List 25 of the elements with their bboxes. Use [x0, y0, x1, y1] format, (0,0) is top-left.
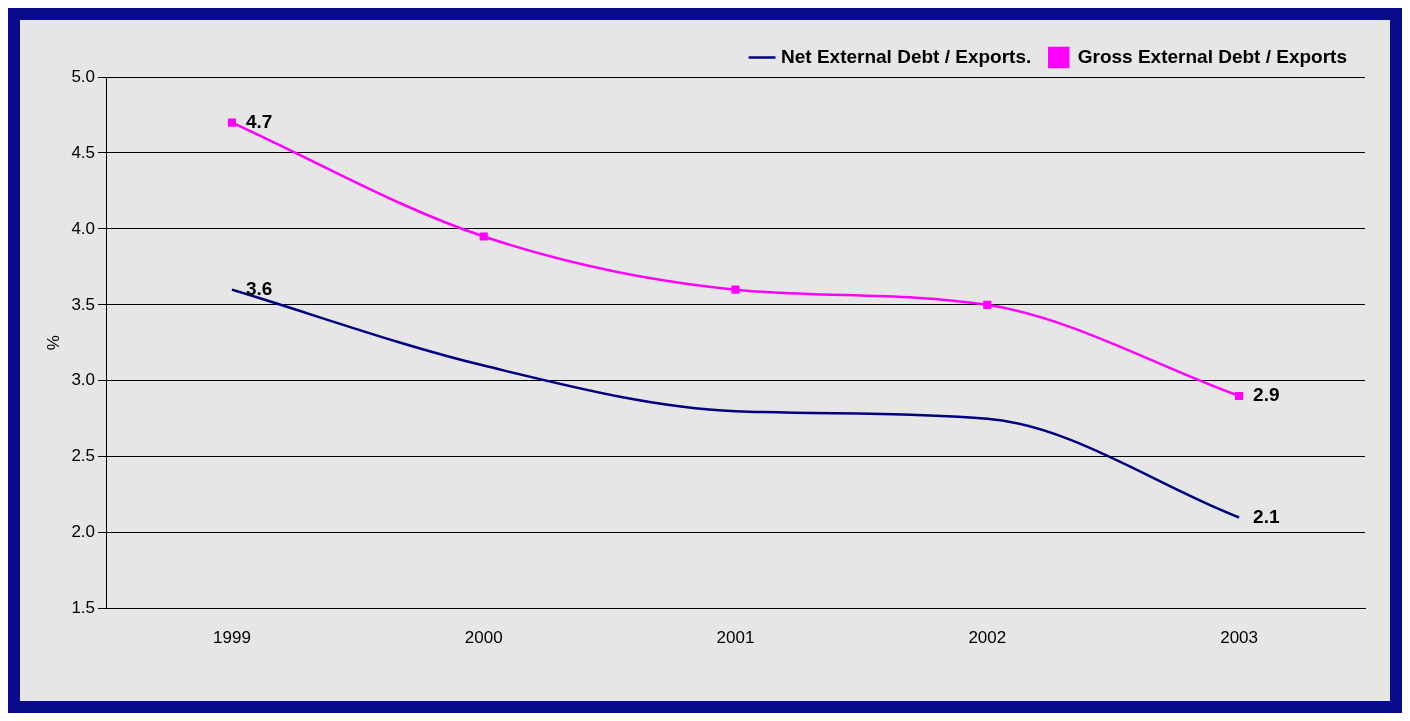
data-label: 2.1	[1253, 505, 1280, 527]
data-label: 3.6	[245, 277, 273, 299]
y-axis-title: %	[43, 335, 63, 351]
point	[1235, 391, 1244, 401]
x-tick-label: 2003	[1220, 628, 1259, 648]
x-tick-label: 2001	[716, 628, 755, 648]
point	[227, 118, 237, 127]
data-label: 4.7	[245, 110, 273, 132]
y-tick-label: 2.5	[71, 446, 96, 466]
y-tick-label: 1.5	[71, 598, 96, 618]
point	[731, 285, 740, 294]
point	[479, 232, 488, 241]
point	[983, 300, 992, 309]
y-tick-label: 5.0	[71, 66, 96, 86]
y-tick-label: 2.0	[71, 522, 96, 542]
legend-label: Gross External Debt / Exports	[1077, 45, 1347, 67]
x-tick-label: 1999	[213, 628, 251, 648]
x-tick-label: 2000	[464, 628, 503, 648]
y-tick-label: 3.0	[71, 370, 96, 390]
y-tick-label: 3.5	[71, 294, 96, 314]
y-tick-label: 4.5	[71, 142, 96, 162]
legend-label: Net External Debt / Exports.	[781, 45, 1032, 67]
data-label: 2.9	[1253, 384, 1280, 406]
x-tick-label: 2002	[968, 628, 1007, 648]
y-tick-label: 4.0	[71, 218, 96, 238]
